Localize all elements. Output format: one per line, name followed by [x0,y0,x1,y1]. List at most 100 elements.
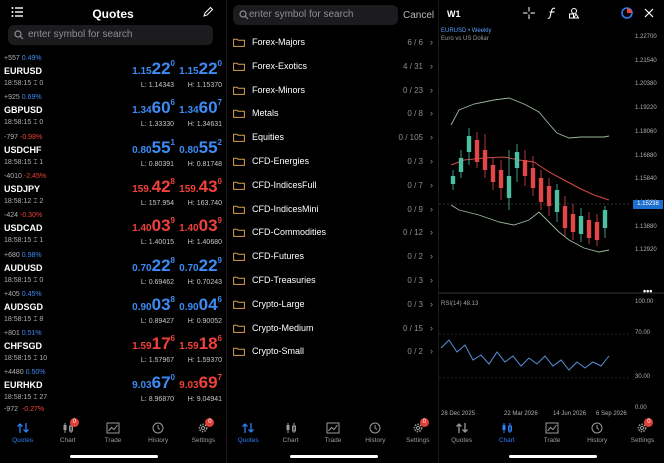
price-big-digits: 69 [198,373,218,393]
tab-chart[interactable]: Chart [485,422,529,444]
tab-quotes[interactable]: Quotes [440,422,484,444]
tab-settings[interactable]: 0 Settings [396,418,438,444]
tab-trade[interactable]: Trade [91,422,135,444]
tab-label: Chart [498,437,515,444]
bid-price: 1.40039 [113,216,175,236]
tab-history[interactable]: History [136,422,180,444]
price-pip: 0 [217,59,222,68]
rsi-tick: 100.00 [635,299,654,305]
price-big-digits: 17 [151,334,171,354]
price-pip: 9 [170,216,175,226]
tab-chart[interactable]: 0 Chart [46,418,90,444]
candle-body [602,210,608,228]
price-chart[interactable] [439,0,664,463]
symbol-group-row[interactable]: Crypto-Medium 0 / 15 › [227,320,438,344]
change-percent: 0.51% [21,330,42,338]
quote-row[interactable]: +4480 0.50% EURHKD 18:58:15 ⌶ 27 9.03670 9.03… [0,367,226,412]
tab-trade[interactable]: Trade [530,422,574,444]
date-tick: 14 Jun 2026 [553,411,587,417]
objects-icon[interactable] [568,7,580,19]
candle-body [554,190,560,212]
trade-toggle-icon[interactable] [621,7,633,19]
tab-chart[interactable]: Chart [269,422,313,444]
quote-time: 18:58:15 ⌶ 27 [4,394,48,402]
edit-pencil-icon[interactable] [202,6,214,18]
rsi-line [440,339,610,371]
symbol-group-row[interactable]: Crypto-Small 0 / 2 › [227,343,438,367]
timeframe-button[interactable]: W1 [447,9,461,19]
symbol-group-row[interactable]: CFD-Futures 0 / 2 › [227,248,438,272]
symbol-group-row[interactable]: CFD-Treasuries 0 / 3 › [227,272,438,296]
tab-history[interactable]: History [575,422,619,444]
quote-row[interactable]: +801 0.51% CHFSGD 18:58:15 ⌶ 10 1.59176 1.591… [0,328,226,373]
tab-quotes[interactable]: Quotes [1,422,45,444]
tab-label: Settings [406,437,430,444]
tab-settings[interactable]: 0 Settings [620,418,664,444]
menu-list-icon[interactable] [11,6,23,18]
change-percent: -0.27% [21,406,45,413]
tab-settings[interactable]: 0 Settings [181,418,225,444]
quote-row[interactable]: +405 0.45% AUDSGD 18:58:15 ⌶ 8 0.90038 0.9004… [0,289,226,334]
tab-label: Trade [543,437,561,444]
change-points: -972 [4,406,19,413]
new-order-icon[interactable] [643,7,655,19]
price-tick: 1.13880 [635,223,657,230]
candle-body [498,170,504,188]
symbol-group-row[interactable]: Forex-Exotics 4 / 31 › [227,58,438,82]
change-percent: 0.98% [21,251,42,259]
quote-change: +405 0.45% [4,291,42,298]
change-percent: -2.45% [23,172,47,180]
symbol-group-row[interactable]: Metals 0 / 8 › [227,105,438,129]
symbol-group-row[interactable]: CFD-Energies 0 / 3 › [227,153,438,177]
symbol-group-row[interactable]: CFD-Commodities 0 / 12 › [227,224,438,248]
crosshair-icon[interactable] [523,7,535,19]
trade-chart-icon [545,422,559,434]
group-count: 0 / 2 [407,252,423,262]
symbol-group-row[interactable]: CFD-IndicesFull 0 / 7 › [227,177,438,201]
ask-price: 1.15220 [172,59,222,79]
folder-icon [233,205,245,214]
tab-label: History [587,437,608,444]
quote-row[interactable]: -4010 -2.45% USDJPY 18:58:12 ⌶ 2 159.428 159.… [0,171,226,216]
cancel-button[interactable]: Cancel [403,10,435,21]
high-price: H: 9.04941 [187,396,222,404]
tab-quotes[interactable]: Quotes [227,422,270,444]
group-name: CFD-IndicesFull [252,179,317,190]
moving-average [450,156,610,201]
search-icon [14,30,24,40]
price-major: 1.15 [132,66,152,77]
quote-row[interactable]: +680 0.98% AUDUSD 18:58:15 ⌶ 0 0.70228 0.7022… [0,250,226,295]
price-big-digits: 03 [151,294,171,314]
group-name: Forex-Minors [252,84,306,95]
ask-price: 0.90046 [172,295,222,315]
candle-body [482,150,488,170]
candle-body [474,140,480,162]
quote-row[interactable]: -797 -0.98% USDCHF 18:58:15 ⌶ 1 0.80551 0.805… [0,132,226,177]
symbol-group-row[interactable]: Forex-Majors 6 / 6 › [227,34,438,58]
change-points: +405 [4,290,20,298]
price-big-digits: 22 [151,255,171,275]
folder-icon [233,157,245,166]
group-name: Forex-Majors [252,37,306,47]
more-options-icon[interactable]: ••• [643,286,653,296]
price-pip: 7 [217,98,222,108]
indicators-icon[interactable] [546,7,558,19]
price-big-digits: 03 [151,216,171,236]
price-major: 159. [132,183,152,195]
search-input[interactable]: enter symbol for search [8,25,213,45]
symbol-group-row[interactable]: Equities 0 / 105 › [227,129,438,153]
tab-history[interactable]: History [353,422,397,444]
current-price-tag: 1.15238 [633,200,663,209]
quote-row[interactable]: +925 0.69% GBPUSD 18:58:15 ⌶ 0 1.34606 1.3460… [0,92,226,137]
change-points: -424 [4,212,19,220]
symbol-group-row[interactable]: CFD-IndicesMini 0 / 9 › [227,201,438,225]
notification-badge: 0 [644,418,654,427]
symbol-group-row[interactable]: Forex-Minors 0 / 23 › [227,82,438,106]
quote-row[interactable]: +557 0.49% EURUSD 18:58:15 ⌶ 0 1.15220 1.1522… [0,53,226,98]
symbol-search-input[interactable]: enter symbol for search [233,5,398,25]
quote-row[interactable]: -424 -0.30% USDCAD 18:58:15 ⌶ 1 1.40039 1.400… [0,210,226,255]
tab-trade[interactable]: Trade [311,422,355,444]
symbol-group-row[interactable]: Crypto-Large 0 / 3 › [227,296,438,320]
bid-price: 0.80551 [113,138,175,158]
group-name: CFD-IndicesMini [252,203,319,214]
